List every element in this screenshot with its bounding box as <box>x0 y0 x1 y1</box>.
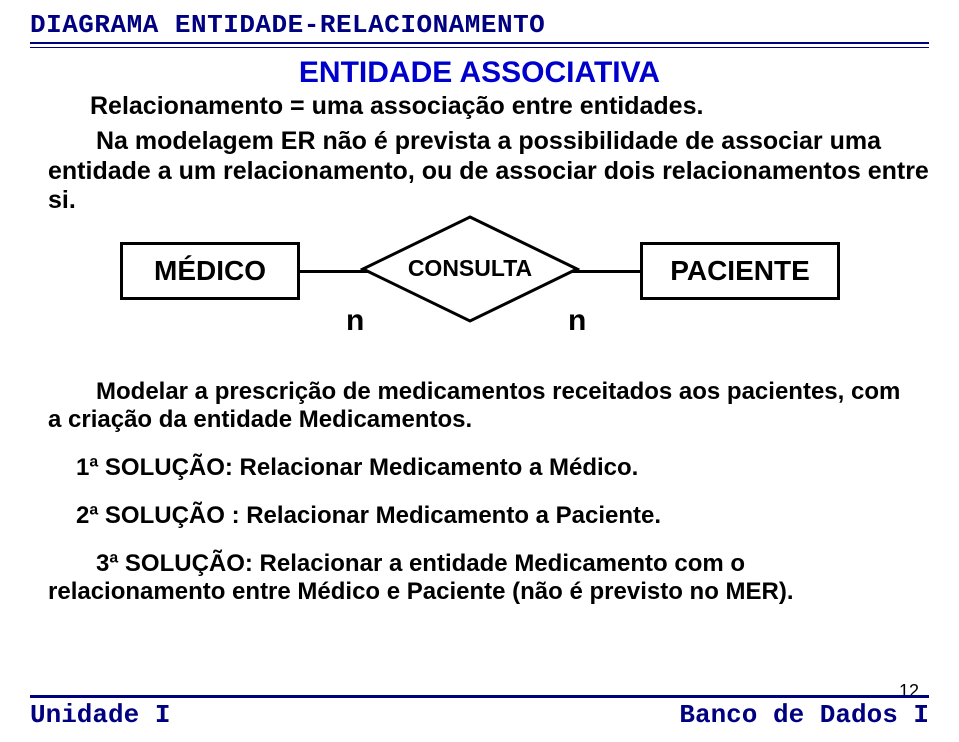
footer-right-text: Banco de Dados I <box>679 700 929 730</box>
page-header-title: DIAGRAMA ENTIDADE-RELACIONAMENTO <box>30 10 929 40</box>
relationship-label: CONSULTA <box>360 214 580 324</box>
paragraph-1: Na modelagem ER não é prevista a possibi… <box>30 127 929 216</box>
footer-left-text: Unidade I <box>30 700 170 730</box>
entity-paciente: PACIENTE <box>640 242 840 300</box>
entity-medico: MÉDICO <box>120 242 300 300</box>
definition-line: Relacionamento = uma associação entre en… <box>30 92 929 121</box>
relationship-diamond: CONSULTA <box>360 214 580 324</box>
connector-right <box>572 270 640 273</box>
solution-3: 3ª SOLUÇÃO: Relacionar a entidade Medica… <box>48 550 911 607</box>
footer-divider <box>30 695 929 698</box>
section-subtitle: ENTIDADE ASSOCIATIVA <box>30 56 929 90</box>
solution-2: 2ª SOLUÇÃO : Relacionar Medicamento a Pa… <box>48 502 911 530</box>
page-footer: Unidade I Banco de Dados I <box>0 695 959 730</box>
er-diagram: MÉDICO CONSULTA PACIENTE n n <box>30 236 929 406</box>
header-underline <box>30 42 929 48</box>
solution-1: 1ª SOLUÇÃO: Relacionar Medicamento a Méd… <box>48 454 911 482</box>
cardinality-left: n <box>346 304 364 338</box>
cardinality-right: n <box>568 304 586 338</box>
